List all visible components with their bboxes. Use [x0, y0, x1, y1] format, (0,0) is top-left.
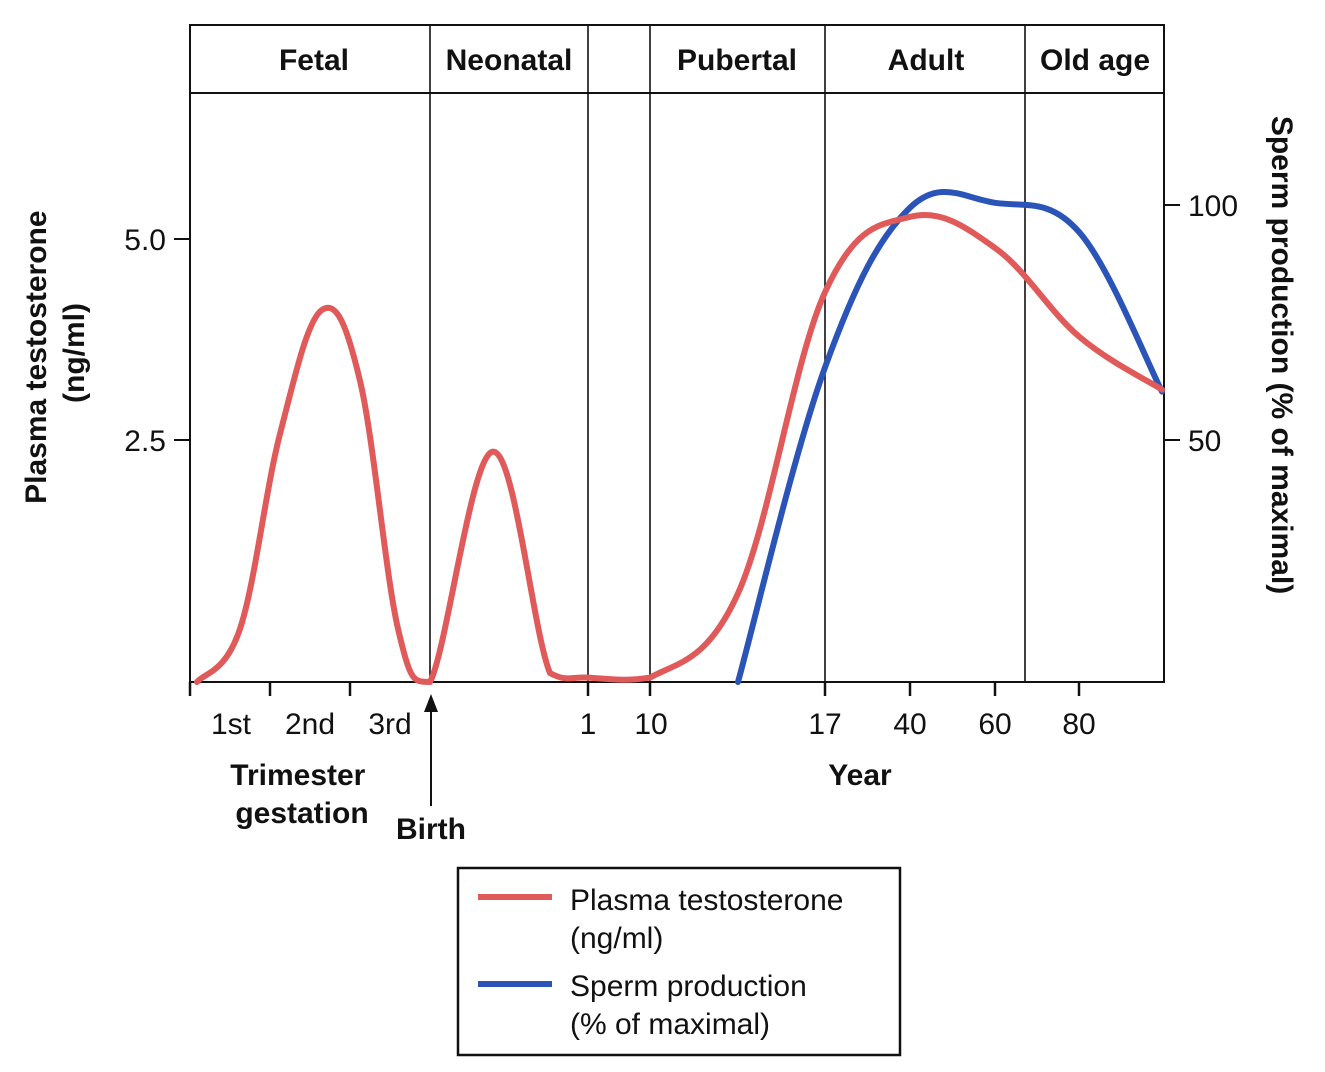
- x-group-label-year: Year: [828, 759, 892, 792]
- x-tick-label-1: 1: [580, 708, 597, 741]
- x-tick-label-2nd: 2nd: [285, 708, 335, 741]
- x-tick-label-40: 40: [893, 708, 926, 741]
- x-tick-label-10: 10: [634, 708, 667, 741]
- legend-label-plasma-testosterone-line2: (ng/ml): [570, 922, 663, 955]
- y-left-axis-title: Plasma testosterone (ng/ml): [20, 202, 91, 504]
- x-tick-label-1st: 1st: [211, 708, 252, 741]
- x-group-label-trimester-line1: Trimester: [230, 759, 365, 792]
- legend-label-plasma-testosterone: Plasma testosterone (ng/ml): [570, 884, 852, 955]
- phase-label-old-age: Old age: [1040, 44, 1150, 77]
- x-tick-label-60: 60: [978, 708, 1011, 741]
- y-right-tick-label-100: 100: [1188, 190, 1238, 223]
- y-left-axis-title-line1: Plasma testosterone: [20, 210, 53, 503]
- y-left-tick-label-5-0: 5.0: [124, 224, 166, 257]
- legend-label-sperm-production-line1: Sperm production: [570, 970, 807, 1003]
- series-line-plasma-testosterone: [194, 211, 1165, 685]
- x-group-label-trimester-line2: gestation: [235, 797, 368, 830]
- x-tick-label-3rd: 3rd: [368, 708, 411, 741]
- plot-frame: [189, 24, 1165, 683]
- series-line-sperm-production: [735, 189, 1165, 685]
- phase-label-fetal: Fetal: [279, 44, 349, 77]
- y-right-axis-title: Sperm production (% of maximal): [1265, 116, 1298, 594]
- birth-arrow-head: [424, 694, 438, 712]
- phase-label-neonatal: Neonatal: [446, 44, 573, 77]
- phase-label-pubertal: Pubertal: [677, 44, 797, 77]
- y-right-tick-label-50: 50: [1188, 425, 1221, 458]
- x-tick-label-17: 17: [808, 708, 841, 741]
- x-axis: [188, 682, 1081, 696]
- x-group-label-trimester: Trimester gestation: [230, 759, 373, 830]
- y-left-tick-label-2-5: 2.5: [124, 425, 166, 458]
- legend-label-plasma-testosterone-line1: Plasma testosterone: [570, 884, 843, 917]
- phase-label-adult: Adult: [888, 44, 965, 77]
- legend-label-sperm-production: Sperm production (% of maximal): [570, 970, 815, 1041]
- x-group-label-birth: Birth: [396, 813, 466, 846]
- x-tick-label-80: 80: [1062, 708, 1095, 741]
- legend-label-sperm-production-line2: (% of maximal): [570, 1008, 770, 1041]
- y-left-axis-title-line2: (ng/ml): [58, 303, 91, 403]
